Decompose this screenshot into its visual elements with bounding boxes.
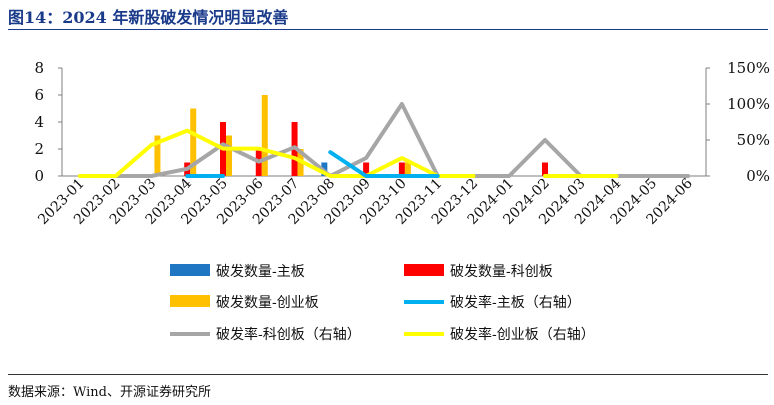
right-tick-label: 0% <box>746 167 770 185</box>
legend-label: 破发率-主板（右轴） <box>450 294 581 311</box>
bar-chinext <box>404 162 411 176</box>
legend-label: 破发数量-主板 <box>216 264 305 280</box>
bar-star <box>363 162 370 176</box>
left-tick-label: 2 <box>34 140 44 158</box>
main-rate-line <box>328 150 440 178</box>
legend-label: 破发率-科创板（右轴） <box>216 326 361 343</box>
title-rule <box>8 29 768 30</box>
right-tick-label: 150% <box>727 59 770 77</box>
legend-swatch <box>170 264 210 276</box>
source-note: 数据来源：Wind、开源证券研究所 <box>8 385 211 400</box>
combo-chart: 024680%50%100%150%2023-012023-022023-032… <box>34 59 770 343</box>
right-tick-label: 50% <box>737 131 770 149</box>
legend-label: 破发数量-创业板 <box>216 295 319 311</box>
legend-label: 破发数量-科创板 <box>450 264 553 280</box>
legend-swatch <box>404 264 444 276</box>
bar-chinext <box>226 135 232 176</box>
bar-chinext <box>154 135 161 176</box>
left-tick-label: 6 <box>34 86 44 104</box>
legend-label: 破发率-创业板（右轴） <box>450 326 595 343</box>
left-tick-label: 4 <box>34 113 44 131</box>
bar-chinext <box>190 108 197 176</box>
legend-swatch <box>170 295 210 307</box>
chinext-rate-line <box>77 128 476 178</box>
bar-star <box>398 162 405 176</box>
left-tick-label: 0 <box>34 167 44 185</box>
figure-title: 图14：2024 年新股破发情况明显改善 <box>8 8 289 27</box>
bar-star <box>542 162 548 176</box>
bar-chinext <box>261 95 268 176</box>
left-tick-label: 8 <box>34 59 44 77</box>
right-tick-label: 100% <box>727 95 770 113</box>
source-rule <box>8 374 768 375</box>
